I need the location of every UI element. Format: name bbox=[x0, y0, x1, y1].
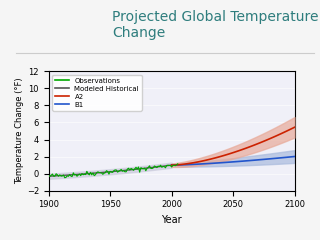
X-axis label: Year: Year bbox=[161, 215, 182, 225]
Legend: Observations, Modeled Historical, A2, B1: Observations, Modeled Historical, A2, B1 bbox=[52, 75, 142, 111]
Y-axis label: Temperature Change (°F): Temperature Change (°F) bbox=[15, 78, 24, 184]
Text: Projected Global Temperature
Change: Projected Global Temperature Change bbox=[112, 10, 318, 40]
